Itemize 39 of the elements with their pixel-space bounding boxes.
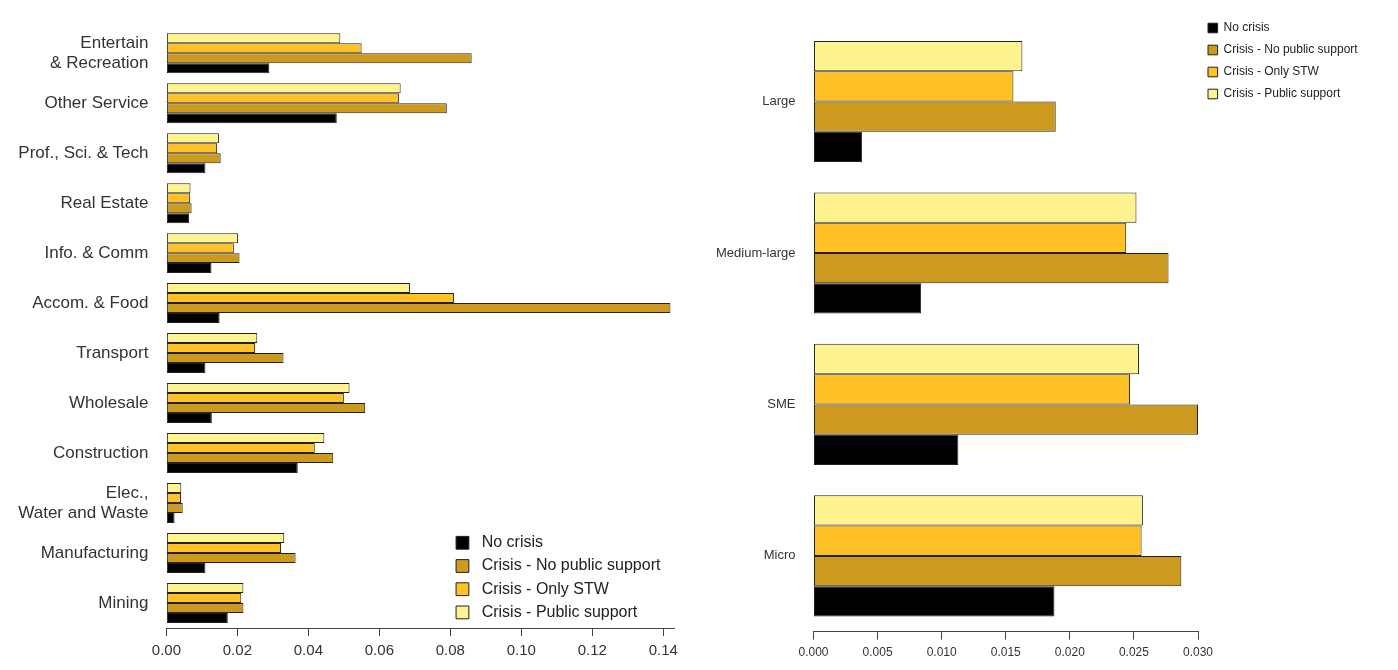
legend-label: Crisis - Public support	[1223, 86, 1341, 101]
y-tick-label: Medium-large	[715, 244, 796, 260]
y-tick-label: SME	[767, 396, 796, 411]
y-tick-label: Entertain & Recreation	[50, 32, 149, 73]
legend-label: Crisis - Only STW	[481, 579, 610, 597]
y-tick-label: Construction	[52, 442, 149, 462]
x-tick-label: 0.000	[798, 645, 829, 660]
x-tick-label: 0.005	[862, 645, 893, 660]
y-tick-label: Mining	[98, 592, 149, 612]
x-tick-label: 0.08	[435, 641, 465, 659]
y-tick-label: Other Service	[44, 92, 149, 112]
x-tick-label: 0.030	[1182, 645, 1214, 660]
y-tick-label: Large	[762, 93, 796, 109]
x-tick-label: 0.04	[293, 641, 323, 659]
y-tick-label: Transport	[76, 342, 149, 362]
x-tick-label: 0.14	[648, 641, 678, 659]
x-tick-label: 0.10	[506, 641, 536, 659]
y-tick-label: Manufacturing	[40, 542, 149, 562]
y-tick-label: Wholesale	[69, 392, 149, 412]
legend-label: Crisis - Only STW	[1223, 64, 1320, 79]
y-tick-label: Real Estate	[60, 192, 149, 212]
x-tick-label: 0.010	[926, 645, 957, 660]
y-tick-label: Elec., Water and Waste	[18, 482, 149, 522]
x-tick-label: 0.12	[577, 641, 607, 659]
legend-label: No crisis	[1223, 20, 1270, 35]
y-tick-label: Accom. & Food	[32, 292, 149, 312]
x-tick-label: 0.015	[990, 645, 1022, 660]
x-tick-label: 0.00	[151, 641, 181, 659]
x-tick-label: 0.025	[1118, 645, 1150, 660]
y-tick-label: Info. & Comm	[44, 242, 149, 262]
x-tick-label: 0.020	[1054, 645, 1086, 660]
x-tick-label: 0.02	[222, 641, 252, 659]
legend-label: Crisis - No public support	[481, 556, 661, 574]
legend-label: No crisis	[481, 533, 544, 551]
x-tick-label: 0.06	[364, 641, 394, 659]
legend-label: Crisis - Public support	[481, 602, 638, 620]
y-tick-label: Micro	[763, 547, 796, 563]
legend-label: Crisis - No public support	[1223, 42, 1359, 57]
y-tick-label: Prof., Sci. & Tech	[18, 142, 149, 162]
